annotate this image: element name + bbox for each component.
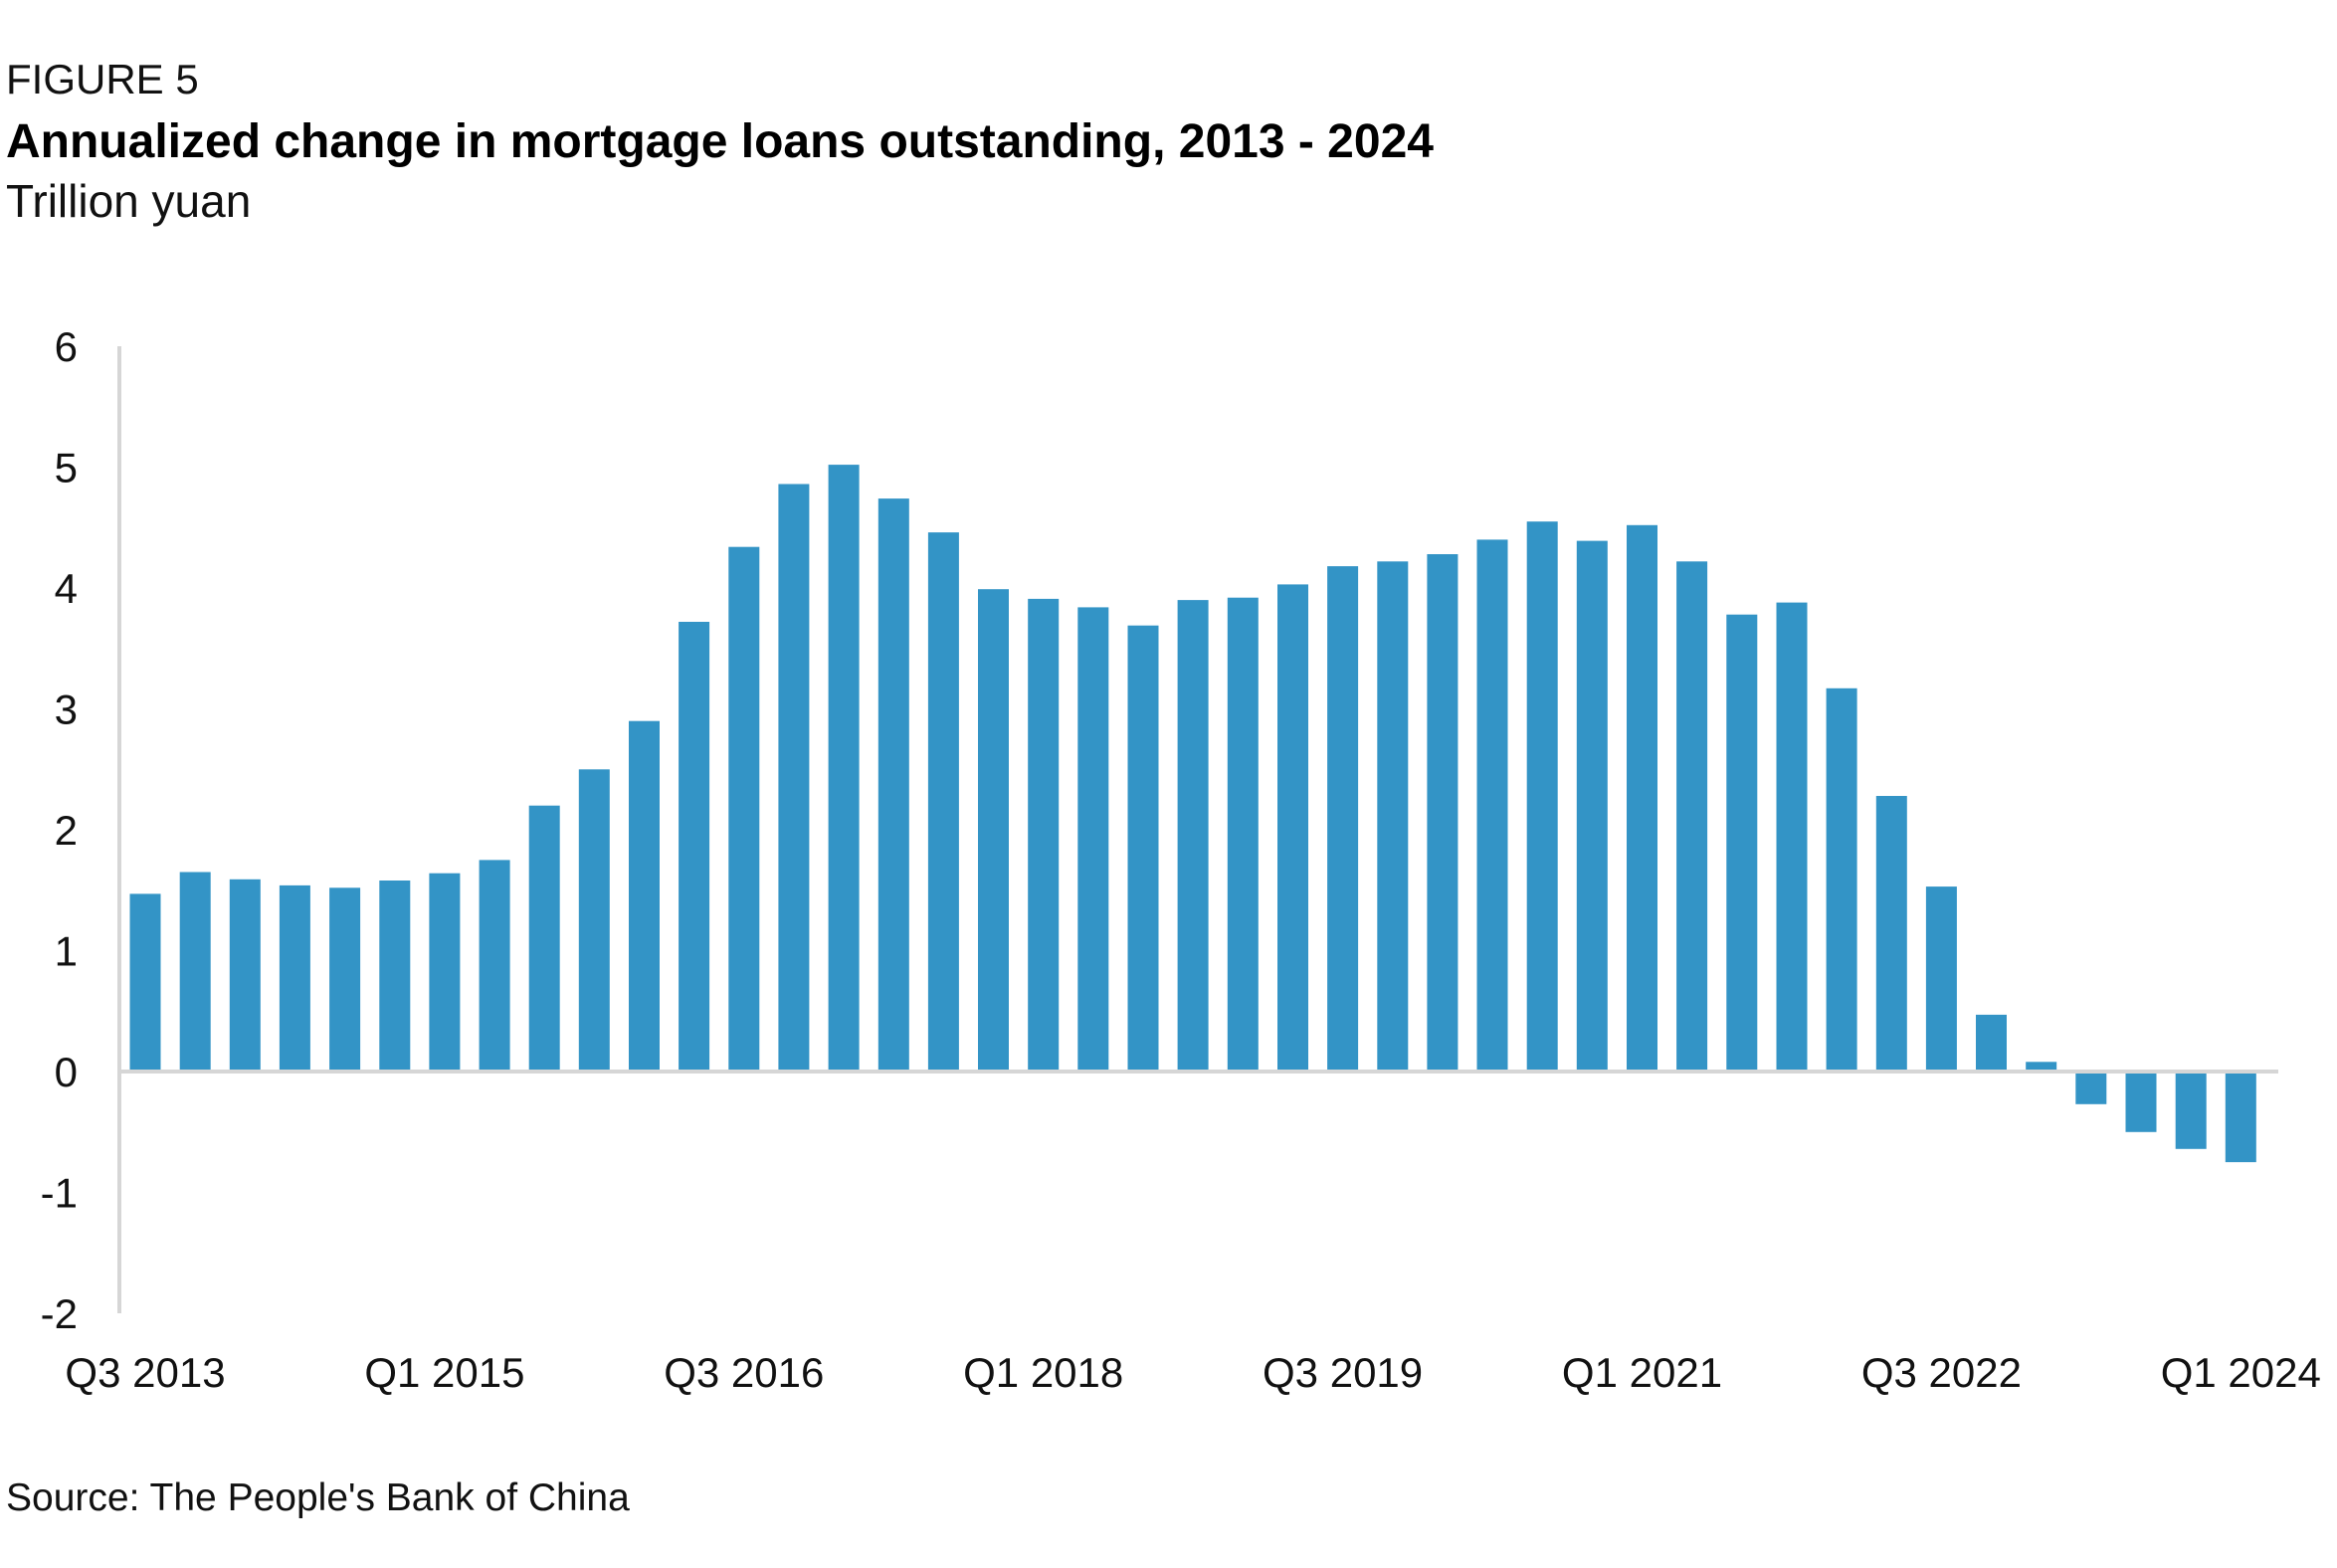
bar-q4-2022 xyxy=(1976,1014,2007,1072)
bar-q2-2020 xyxy=(1476,539,1508,1072)
bar-q1-2021 xyxy=(1627,524,1657,1072)
bar-q3-2014 xyxy=(329,887,361,1072)
bar-q2-2018 xyxy=(1077,607,1109,1072)
bar-q3-2017 xyxy=(927,532,959,1072)
bar-q1-2022 xyxy=(1826,687,1857,1072)
bar-q3-2020 xyxy=(1526,521,1558,1072)
bar-q4-2021 xyxy=(1776,602,1808,1072)
x-tick-label: Q3 2013 xyxy=(65,1349,225,1396)
y-tick-label: 2 xyxy=(55,807,78,854)
bar-q4-2019 xyxy=(1377,561,1409,1072)
source-note: Source: The People's Bank of China xyxy=(6,1476,630,1519)
y-tick-label: 0 xyxy=(55,1049,78,1095)
bar-q2-2015 xyxy=(479,860,510,1072)
bar-q4-2013 xyxy=(179,872,211,1072)
bar-q1-2018 xyxy=(1028,598,1060,1072)
bar-q1-2016 xyxy=(629,720,660,1072)
bar-q1-2015 xyxy=(429,873,461,1072)
bar-q1-2017 xyxy=(828,465,860,1073)
chart-title: Annualized change in mortgage loans outs… xyxy=(6,115,1434,168)
bar-q3-2019 xyxy=(1327,566,1359,1072)
bar-q4-2023 xyxy=(2175,1072,2207,1149)
bar-q3-2022 xyxy=(1925,886,1957,1072)
bar-q1-2023 xyxy=(2026,1062,2057,1072)
bar-q4-2018 xyxy=(1177,600,1209,1072)
bar-q4-2015 xyxy=(578,769,610,1073)
bar-q4-2016 xyxy=(778,484,810,1072)
bar-q4-2017 xyxy=(978,589,1009,1072)
y-axis: 6 5 4 3 2 1 0 -1 -2 xyxy=(41,323,121,1337)
bar-q3-2023 xyxy=(2125,1072,2157,1132)
y-tick-label: 6 xyxy=(55,323,78,370)
bar-q3-2018 xyxy=(1127,625,1159,1072)
y-tick-label: 4 xyxy=(55,565,78,612)
x-tick-label: Q3 2019 xyxy=(1263,1349,1423,1396)
y-tick-label: 5 xyxy=(55,445,78,491)
x-axis: Q3 2013 Q1 2015 Q3 2016 Q1 2018 Q3 2019 Q1 20… xyxy=(65,1349,2320,1396)
bar-q4-2014 xyxy=(379,881,411,1072)
x-tick-label: Q1 2015 xyxy=(364,1349,524,1396)
bar-q2-2016 xyxy=(679,622,710,1072)
y-tick-label: -1 xyxy=(41,1170,78,1217)
bar-q3-2021 xyxy=(1726,614,1758,1072)
bar-q1-2014 xyxy=(229,879,261,1072)
bar-series xyxy=(129,465,2256,1163)
bar-q3-2015 xyxy=(528,805,560,1072)
bar-q4-2020 xyxy=(1576,540,1608,1072)
bar-q1-2024 xyxy=(2225,1072,2256,1163)
bar-q2-2023 xyxy=(2075,1072,2107,1104)
bar-q2-2021 xyxy=(1676,561,1708,1072)
bar-q3-2016 xyxy=(728,546,760,1072)
x-tick-label: Q1 2024 xyxy=(2161,1349,2321,1396)
y-tick-label: 1 xyxy=(55,928,78,975)
x-tick-label: Q1 2018 xyxy=(963,1349,1123,1396)
x-tick-label: Q3 2016 xyxy=(664,1349,824,1396)
figure-label: FIGURE 5 xyxy=(6,56,199,102)
bar-q3-2013 xyxy=(129,893,161,1072)
y-tick-label: -2 xyxy=(41,1290,78,1337)
y-tick-label: 3 xyxy=(55,686,78,733)
x-tick-label: Q3 2022 xyxy=(1861,1349,2022,1396)
bar-q1-2019 xyxy=(1227,597,1259,1072)
bar-q1-2020 xyxy=(1427,554,1459,1072)
bar-q2-2014 xyxy=(279,884,310,1072)
bar-q2-2022 xyxy=(1875,796,1907,1072)
bar-q2-2019 xyxy=(1277,584,1308,1072)
bar-q2-2017 xyxy=(877,498,909,1073)
chart-subtitle: Trillion yuan xyxy=(6,175,252,227)
x-tick-label: Q1 2021 xyxy=(1562,1349,1722,1396)
